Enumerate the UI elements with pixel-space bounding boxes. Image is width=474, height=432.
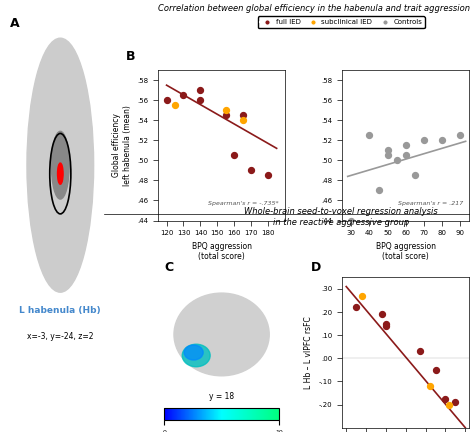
Text: A: A [10, 17, 20, 30]
Point [239, 117, 246, 124]
Text: Correlation between global efficiency in the habenula and trait aggression: Correlation between global efficiency in… [158, 4, 470, 13]
Point [222, 107, 229, 114]
Ellipse shape [182, 344, 210, 367]
Text: B: B [127, 50, 136, 63]
Point [402, 152, 410, 159]
Point [247, 167, 255, 174]
Point [426, 383, 433, 390]
Text: Whole-brain seed-to-voxel regression analysis
in the reactive aggressive group: Whole-brain seed-to-voxel regression ana… [245, 207, 438, 227]
Point [382, 322, 390, 329]
Point [393, 157, 401, 164]
Point [456, 132, 464, 139]
Y-axis label: L Hb – L vlPFC rsFC: L Hb – L vlPFC rsFC [304, 316, 313, 389]
Point [382, 320, 390, 327]
X-axis label: BPQ aggression
(total score): BPQ aggression (total score) [191, 242, 252, 261]
Point [163, 97, 170, 104]
Point [171, 102, 179, 109]
Point [197, 87, 204, 94]
Point [365, 132, 373, 139]
Point [230, 152, 238, 159]
Y-axis label: Global efficiency
left habenula (mean): Global efficiency left habenula (mean) [112, 105, 132, 186]
Point [384, 152, 392, 159]
Point [411, 172, 419, 179]
Text: C: C [164, 261, 173, 274]
Point [180, 92, 187, 98]
Point [378, 311, 386, 318]
Text: D: D [310, 261, 321, 274]
Text: Spearman's r = -.735*: Spearman's r = -.735* [208, 201, 279, 206]
Legend: full IED, subclinical IED, Controls: full IED, subclinical IED, Controls [258, 16, 425, 28]
Point [352, 304, 360, 311]
Point [420, 137, 428, 144]
Text: Spearman's r = .217: Spearman's r = .217 [398, 201, 463, 206]
Text: L habenula (Hb): L habenula (Hb) [19, 306, 101, 315]
Circle shape [27, 38, 94, 292]
Point [358, 292, 366, 299]
Circle shape [57, 163, 63, 184]
Ellipse shape [174, 293, 269, 376]
X-axis label: BPQ aggression
(total score): BPQ aggression (total score) [376, 242, 436, 261]
Circle shape [51, 131, 69, 199]
Point [384, 147, 392, 154]
Point [438, 137, 446, 144]
Point [446, 401, 453, 408]
Point [402, 142, 410, 149]
Text: x=-3, y=-24, z=2: x=-3, y=-24, z=2 [27, 332, 93, 341]
Point [347, 217, 355, 224]
Ellipse shape [184, 345, 203, 360]
Point [264, 172, 272, 179]
Point [375, 187, 383, 194]
Point [197, 97, 204, 104]
Point [416, 348, 423, 355]
Point [239, 112, 246, 119]
Point [452, 399, 459, 406]
Text: y = 18: y = 18 [209, 392, 234, 401]
Point [442, 395, 449, 402]
Point [222, 112, 229, 119]
Point [432, 366, 439, 373]
